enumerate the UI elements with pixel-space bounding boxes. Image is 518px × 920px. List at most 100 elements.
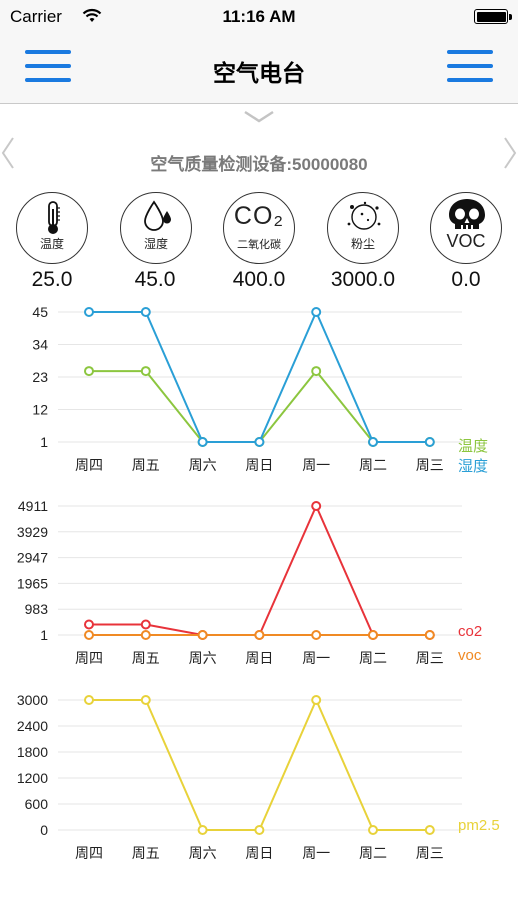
- status-time: 11:16 AM: [222, 7, 296, 26]
- x-tick-label: 周六: [189, 651, 217, 667]
- page-title: 空气电台: [213, 60, 305, 86]
- y-tick-label: 4911: [18, 498, 48, 514]
- data-point: [424, 825, 435, 835]
- y-tick-label: 1: [40, 434, 48, 450]
- dust-sensor[interactable]: 粉尘: [327, 192, 399, 264]
- water-drop-icon: [144, 200, 171, 231]
- legend-item: 湿度: [458, 458, 489, 475]
- dust-icon: [347, 201, 381, 230]
- sensor-label: 二氧化碳: [237, 239, 281, 251]
- x-tick-label: 周二: [359, 458, 387, 474]
- y-tick-label: 2947: [17, 550, 48, 566]
- x-tick-label: 周四: [75, 651, 103, 667]
- pm25-chart: 3000 2400 1800 1200 600 0 周四 周五 周六 周日 周一 周二 周三: [17, 692, 462, 862]
- left-menu-button[interactable]: [25, 46, 71, 86]
- data-point: [368, 825, 378, 835]
- data-point: [84, 695, 94, 705]
- dust-value: 3000.0: [330, 268, 396, 291]
- data-point: [311, 695, 322, 705]
- x-tick-label: 周五: [132, 651, 160, 667]
- data-point: [368, 437, 378, 447]
- data-point: [368, 630, 378, 641]
- data-point: [311, 630, 322, 641]
- x-tick-label: 周五: [132, 846, 160, 862]
- series-line: [89, 503, 430, 636]
- co2-voc-chart: 4911 3929 2947 1965 983 1 周四 周五 周六 周日 周一 周二 周三: [17, 498, 462, 667]
- y-tick-label: 600: [25, 796, 49, 812]
- temperature-value: 25.0: [31, 268, 73, 291]
- y-tick-label: 23: [32, 369, 48, 385]
- x-tick-label: 周四: [75, 458, 103, 474]
- data-point: [140, 619, 151, 630]
- co2-icon: CO₂: [233, 202, 285, 230]
- menu-line-icon: [447, 50, 493, 54]
- wifi-icon: [82, 8, 102, 22]
- y-tick-label: 1200: [17, 770, 48, 786]
- x-tick-label: 周二: [359, 846, 387, 862]
- x-tick-label: 周一: [302, 846, 330, 862]
- data-point: [84, 307, 94, 317]
- voc-value: 0.0: [451, 268, 481, 291]
- thermometer-icon: [48, 201, 60, 234]
- carrier-label: Carrier: [10, 7, 62, 26]
- co2-sensor[interactable]: CO₂ 二氧化碳: [223, 192, 295, 264]
- co2-value: 400.0: [232, 268, 286, 291]
- x-tick-label: 周日: [245, 846, 273, 862]
- data-point: [424, 630, 435, 641]
- right-menu-button[interactable]: [447, 46, 493, 86]
- legend-item: 温度: [458, 438, 489, 455]
- x-tick-label: 周三: [416, 846, 444, 862]
- y-tick-label: 3000: [17, 692, 48, 708]
- y-tick-label: 2400: [17, 718, 48, 734]
- y-tick-label: 12: [32, 402, 48, 418]
- y-tick-label: 45: [32, 304, 48, 320]
- previous-device-arrow-icon[interactable]: [0, 136, 16, 170]
- sensor-label: 湿度: [143, 237, 168, 251]
- data-point: [140, 630, 151, 641]
- data-point: [311, 307, 322, 317]
- legend-item: co2: [458, 623, 483, 640]
- x-tick-label: 周一: [302, 458, 330, 474]
- x-tick-label: 周五: [132, 458, 160, 474]
- data-point: [140, 695, 151, 705]
- data-point: [84, 630, 94, 641]
- data-point: [197, 825, 208, 835]
- data-point: [84, 619, 94, 630]
- data-point: [311, 501, 322, 511]
- menu-line-icon: [25, 78, 71, 82]
- data-point: [254, 437, 265, 447]
- legend-item: voc: [458, 647, 482, 664]
- chevron-down-icon[interactable]: [243, 110, 275, 124]
- data-point: [254, 825, 265, 835]
- temperature-sensor[interactable]: 温度: [16, 192, 88, 264]
- y-tick-label: 0: [40, 822, 48, 838]
- next-device-arrow-icon[interactable]: [502, 136, 518, 170]
- skull-icon: [449, 199, 485, 229]
- x-tick-label: 周四: [75, 846, 103, 862]
- menu-line-icon: [447, 78, 493, 82]
- data-point: [140, 366, 151, 377]
- menu-line-icon: [25, 64, 71, 68]
- y-tick-label: 983: [25, 601, 49, 617]
- y-tick-label: 1: [40, 627, 48, 643]
- legend-item: pm2.5: [458, 817, 500, 834]
- x-tick-label: 周日: [245, 651, 273, 667]
- data-point: [424, 437, 435, 447]
- x-tick-label: 周六: [189, 846, 217, 862]
- voc-sensor[interactable]: VOC: [430, 192, 502, 264]
- data-point: [197, 630, 208, 641]
- x-tick-label: 周二: [359, 651, 387, 667]
- y-tick-label: 1965: [17, 575, 48, 591]
- humidity-value: 45.0: [134, 268, 176, 291]
- nav-bar: 空气电台: [0, 34, 518, 104]
- status-bar: Carrier 11:16 AM: [0, 0, 518, 34]
- temperature-humidity-chart: 45 34 23 12 1 周四 周五 周六 周日 周一 周二 周三: [32, 304, 462, 474]
- x-tick-label: 周三: [416, 458, 444, 474]
- data-point: [254, 630, 265, 641]
- data-point: [311, 366, 322, 377]
- sensor-label: 温度: [39, 237, 64, 251]
- y-tick-label: 3929: [17, 524, 48, 540]
- humidity-sensor[interactable]: 湿度: [120, 192, 192, 264]
- data-point: [197, 437, 208, 447]
- x-tick-label: 周三: [416, 651, 444, 667]
